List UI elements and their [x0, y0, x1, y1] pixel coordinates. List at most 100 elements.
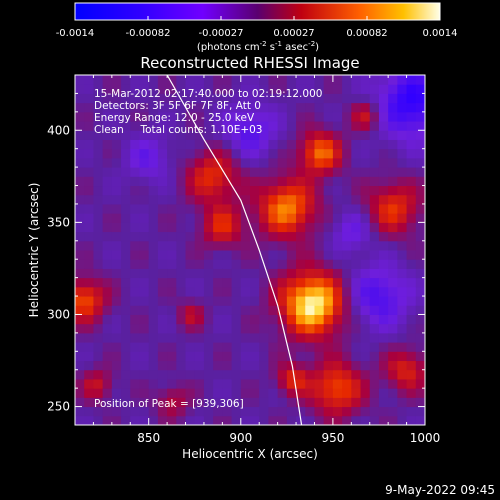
heatmap-cell: [360, 378, 371, 389]
heatmap-cell: [360, 305, 371, 315]
heatmap-cell: [231, 240, 242, 251]
heatmap-cell: [378, 203, 389, 214]
heatmap-cell: [167, 378, 177, 389]
heatmap-cell: [406, 75, 417, 85]
heatmap-cell: [268, 314, 279, 325]
heatmap-cell: [397, 203, 408, 214]
heatmap-cell: [268, 203, 279, 214]
heatmap-cell: [415, 415, 425, 425]
heatmap-cell: [378, 332, 389, 343]
heatmap-cell: [296, 84, 306, 94]
heatmap-cell: [332, 296, 343, 306]
heatmap-cell: [351, 185, 362, 196]
heatmap-cell: [332, 415, 343, 425]
heatmap-cell: [222, 259, 233, 269]
heatmap-cell: [388, 415, 398, 425]
heatmap-cell: [102, 415, 113, 425]
heatmap-cell: [250, 121, 260, 131]
heatmap-cell: [369, 415, 380, 425]
heatmap-cell: [75, 250, 85, 260]
heatmap-cell: [296, 314, 306, 325]
heatmap-cell: [268, 369, 279, 380]
heatmap-cell: [203, 222, 214, 233]
heatmap-cell: [323, 75, 334, 85]
heatmap-cell: [157, 268, 168, 279]
heatmap-cell: [378, 388, 389, 398]
heatmap-cell: [296, 148, 306, 159]
heatmap-cell: [351, 296, 362, 306]
heatmap-cell: [213, 194, 223, 205]
heatmap-cell: [222, 203, 233, 214]
heatmap-cell: [406, 84, 417, 94]
heatmap-cell: [240, 268, 251, 279]
heatmap-cell: [222, 93, 233, 104]
heatmap-cell: [286, 102, 297, 113]
heatmap-cell: [397, 351, 408, 362]
heatmap-cell: [332, 314, 343, 325]
heatmap-cell: [84, 167, 94, 177]
heatmap-cell: [369, 203, 380, 214]
x-tick-label: 850: [137, 431, 160, 445]
heatmap-cell: [314, 194, 325, 205]
heatmap-cell: [305, 84, 315, 94]
heatmap-cell: [268, 185, 279, 196]
heatmap-cell: [75, 157, 85, 168]
heatmap-cell: [213, 240, 223, 251]
heatmap-cell: [268, 139, 279, 150]
heatmap-cell: [240, 332, 251, 343]
heatmap-cell: [250, 388, 260, 398]
heatmap-cell: [231, 167, 242, 177]
heatmap-cell: [277, 222, 288, 233]
heatmap-cell: [342, 222, 352, 233]
heatmap-cell: [378, 277, 389, 288]
heatmap-cell: [406, 388, 417, 398]
heatmap-cell: [268, 406, 279, 417]
heatmap-cell: [185, 277, 196, 288]
heatmap-cell: [314, 213, 325, 223]
heatmap-cell: [84, 203, 94, 214]
heatmap-cell: [259, 176, 269, 187]
heatmap-cell: [342, 213, 352, 223]
heatmap-cell: [277, 84, 288, 94]
heatmap-cell: [167, 286, 177, 297]
heatmap-cell: [388, 388, 398, 398]
heatmap-cell: [157, 130, 168, 140]
heatmap-cell: [415, 286, 425, 297]
heatmap-cell: [222, 111, 233, 122]
heatmap-cell: [277, 305, 288, 315]
heatmap-cell: [231, 176, 242, 187]
heatmap-cell: [314, 378, 325, 389]
heatmap-cell: [185, 93, 196, 104]
heatmap-cell: [121, 323, 131, 334]
heatmap-cell: [286, 148, 297, 159]
heatmap-cell: [84, 378, 94, 389]
heatmap-cell: [388, 130, 398, 140]
heatmap-cell: [360, 213, 371, 223]
heatmap-cell: [167, 130, 177, 140]
heatmap-cell: [130, 268, 140, 279]
heatmap-cell: [167, 268, 177, 279]
heatmap-cell: [250, 148, 260, 159]
heatmap-cell: [240, 360, 251, 371]
heatmap-cell: [185, 176, 196, 187]
heatmap-cell: [360, 203, 371, 214]
heatmap-cell: [139, 332, 150, 343]
heatmap-cell: [222, 185, 233, 196]
heatmap-cell: [268, 102, 279, 113]
heatmap-cell: [231, 75, 242, 85]
heatmap-cell: [296, 231, 306, 242]
heatmap-cell: [296, 157, 306, 168]
heatmap-cell: [351, 148, 362, 159]
heatmap-cell: [296, 194, 306, 205]
y-tick-label: 350: [47, 215, 70, 229]
heatmap-cell: [167, 148, 177, 159]
heatmap-cell: [378, 351, 389, 362]
heatmap-cell: [415, 84, 425, 94]
heatmap-cell: [360, 259, 371, 269]
heatmap-cell: [185, 231, 196, 242]
heatmap-cell: [240, 296, 251, 306]
heatmap-cell: [222, 84, 233, 94]
heatmap-cell: [111, 286, 122, 297]
heatmap-cell: [111, 130, 122, 140]
heatmap-cell: [286, 406, 297, 417]
